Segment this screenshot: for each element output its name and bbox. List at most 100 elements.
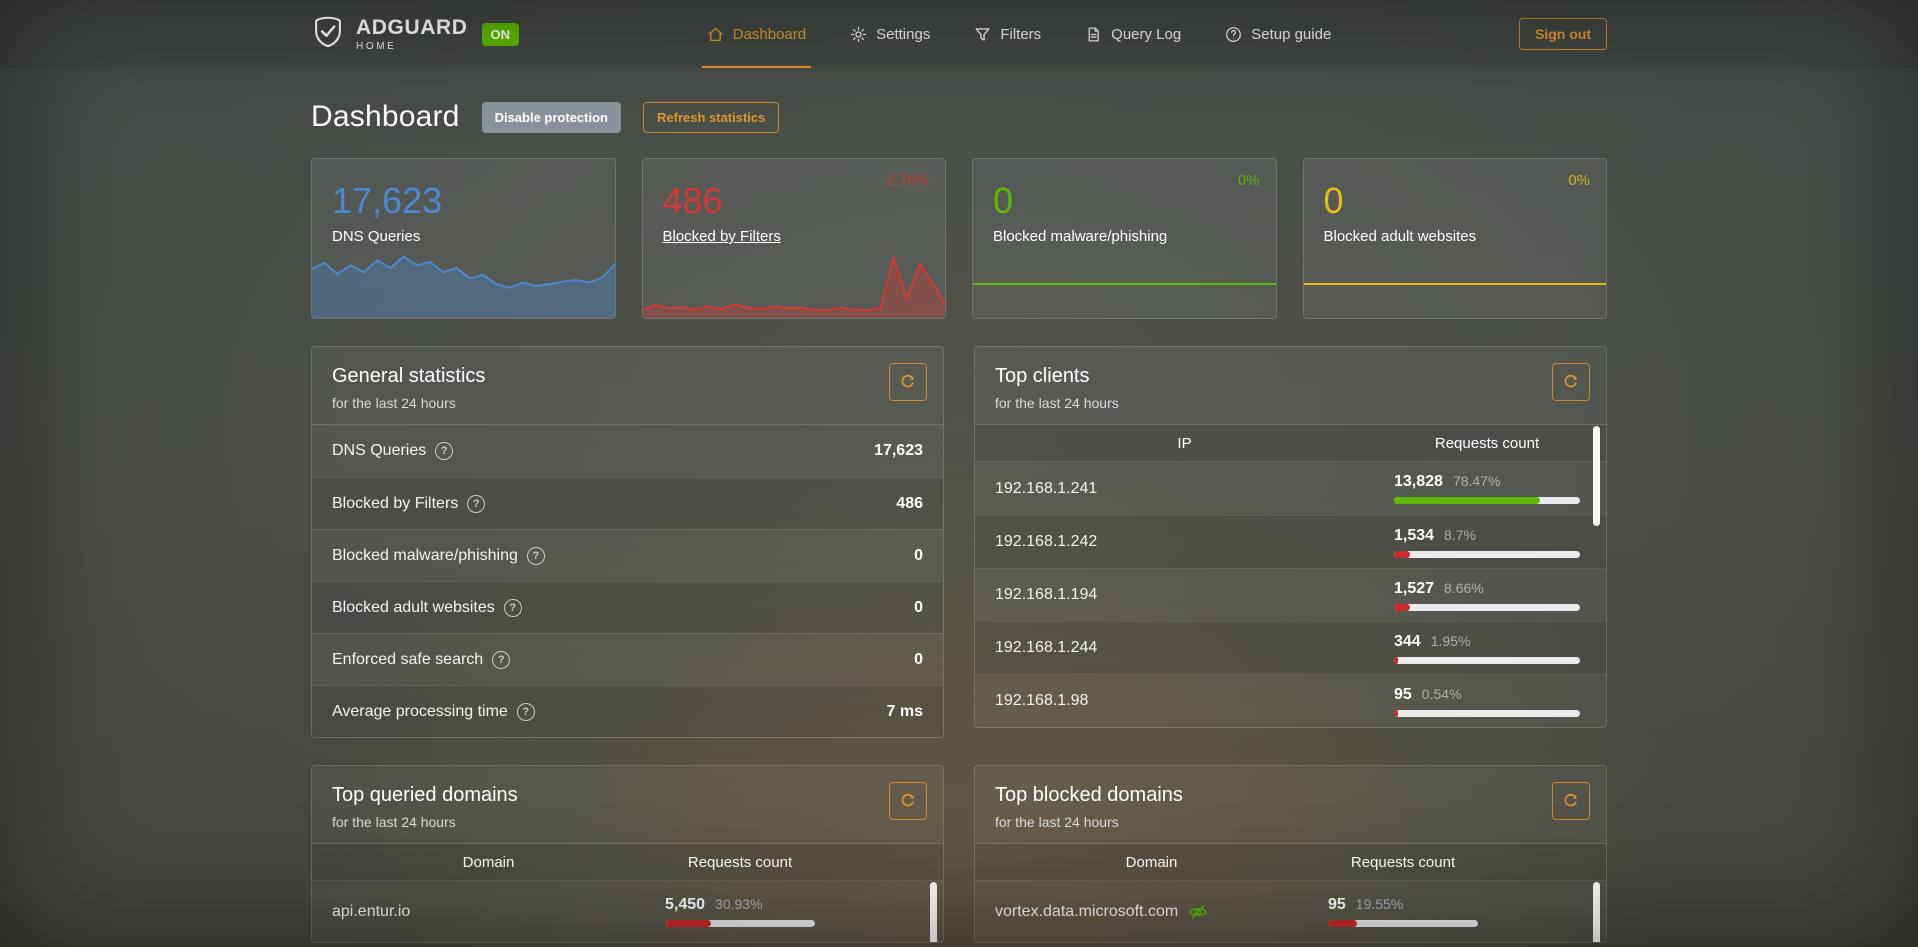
stat-row: Blocked malware/phishing 0 xyxy=(312,529,943,581)
client-ip: 192.168.1.241 xyxy=(995,479,1098,497)
blocked-adult-value: 0 xyxy=(1323,180,1344,221)
brand-name: ADGUARD xyxy=(356,15,468,39)
scrollbar-thumb[interactable] xyxy=(1593,882,1600,942)
card-blocked-by-filters: 2.76% 486 Blocked by Filters xyxy=(641,158,946,319)
stat-label: Enforced safe search xyxy=(332,650,484,668)
refresh-icon-button[interactable] xyxy=(889,363,927,401)
nav-filters[interactable]: Filters xyxy=(974,0,1041,68)
stat-value: 17,623 xyxy=(874,442,923,459)
progress-bar xyxy=(1394,709,1580,717)
question-mark-icon[interactable] xyxy=(467,494,486,513)
request-count: 1,527 xyxy=(1394,579,1435,597)
eye-off-icon[interactable] xyxy=(1188,902,1208,922)
domain-row: vortex.data.microsoft.com 95 19.55% xyxy=(975,881,1606,942)
general-statistics-rows: DNS Queries 17,623 Blocked by Filters 48… xyxy=(312,425,943,737)
top-clients-panel: Top clients for the last 24 hours IP Req… xyxy=(974,346,1607,728)
dns-queries-value: 17,623 xyxy=(332,180,443,221)
disable-protection-button[interactable]: Disable protection xyxy=(481,101,621,133)
request-percent: 8.66% xyxy=(1444,579,1484,596)
blocked-filters-link[interactable]: Blocked by Filters xyxy=(662,228,781,245)
request-count: 95 xyxy=(1328,896,1346,913)
stat-value: 0 xyxy=(914,598,923,616)
progress-bar xyxy=(1328,920,1478,927)
app-logo[interactable]: ADGUARD HOME ON xyxy=(311,13,520,56)
top-queried-domains-panel: Top queried domains for the last 24 hour… xyxy=(311,765,944,943)
nav-dashboard-label: Dashboard xyxy=(732,25,807,43)
request-percent: 1.95% xyxy=(1430,632,1471,649)
top-blocked-domains-panel: Top blocked domains for the last 24 hour… xyxy=(974,765,1607,943)
blocked-adult-percent: 0% xyxy=(1568,172,1590,189)
client-ip: 192.168.1.242 xyxy=(995,533,1098,550)
zero-line xyxy=(973,283,1276,285)
question-mark-icon[interactable] xyxy=(492,650,511,669)
app-header: ADGUARD HOME ON Dashboard Settings Filte… xyxy=(0,0,1918,68)
column-header-requests: Requests count xyxy=(1350,853,1456,871)
blocked-filters-percent: 2.76% xyxy=(886,172,929,189)
gear-icon xyxy=(850,26,867,43)
general-statistics-panel: General statistics for the last 24 hours… xyxy=(311,346,944,738)
scrollbar-thumb[interactable] xyxy=(1593,426,1600,526)
refresh-icon xyxy=(1562,372,1580,393)
stat-label: Blocked by Filters xyxy=(332,494,459,512)
sign-out-button[interactable]: Sign out xyxy=(1519,18,1607,50)
client-ip: 192.168.1.244 xyxy=(995,639,1098,656)
request-count: 13,828 xyxy=(1394,473,1443,490)
nav-settings[interactable]: Settings xyxy=(850,0,930,68)
refresh-icon xyxy=(1562,791,1580,812)
panel-subtitle: for the last 24 hours xyxy=(332,395,456,411)
request-percent: 0.54% xyxy=(1421,685,1462,702)
question-mark-icon[interactable] xyxy=(503,598,522,617)
scrollbar-thumb[interactable] xyxy=(930,882,937,942)
refresh-statistics-button[interactable]: Refresh statistics xyxy=(643,101,780,133)
refresh-icon-button[interactable] xyxy=(1552,363,1590,401)
column-header-ip: IP xyxy=(1177,434,1192,452)
card-blocked-adult: 0% 0 Blocked adult websites xyxy=(1302,158,1607,319)
shield-logo-icon xyxy=(311,13,345,56)
column-header-domain: Domain xyxy=(462,853,515,871)
refresh-icon-button[interactable] xyxy=(1552,782,1590,820)
column-header-domain: Domain xyxy=(1125,853,1178,871)
client-row: 192.168.1.98 95 0.54% xyxy=(975,674,1606,727)
domain-name: api.entur.io xyxy=(332,902,411,920)
progress-bar xyxy=(1394,550,1580,558)
question-mark-icon[interactable] xyxy=(435,442,454,460)
panel-subtitle: for the last 24 hours xyxy=(995,814,1119,830)
page-title: Dashboard xyxy=(311,100,460,133)
domain-row: api.entur.io 5,450 30.93% xyxy=(312,881,943,942)
question-mark-icon[interactable] xyxy=(526,546,545,565)
blocked-filters-value: 486 xyxy=(662,180,723,221)
client-row: 192.168.1.194 1,527 8.66% xyxy=(975,568,1606,621)
table-header: IP Requests count xyxy=(975,425,1606,462)
card-blocked-malware: 0% 0 Blocked malware/phishing xyxy=(972,158,1277,319)
document-icon xyxy=(1085,26,1102,43)
stat-label: Blocked adult websites xyxy=(332,598,495,616)
refresh-icon-button[interactable] xyxy=(889,782,927,820)
nav-query-log[interactable]: Query Log xyxy=(1085,0,1181,68)
nav-dashboard[interactable]: Dashboard xyxy=(701,0,812,68)
progress-bar xyxy=(665,920,815,927)
progress-bar xyxy=(1394,497,1580,504)
question-mark-icon[interactable] xyxy=(516,702,535,721)
stat-label: Average processing time xyxy=(332,702,508,720)
progress-bar xyxy=(1394,603,1580,611)
panel-title: Top clients xyxy=(995,365,1090,387)
domain-name: vortex.data.microsoft.com xyxy=(995,902,1179,920)
panel-subtitle: for the last 24 hours xyxy=(332,814,456,830)
zero-line xyxy=(1303,283,1606,285)
top-clients-rows: 192.168.1.241 13,828 78.47% 192.168.1.242… xyxy=(975,462,1606,727)
brand-sub: HOME xyxy=(356,40,397,52)
blocked-malware-label: Blocked malware/phishing xyxy=(993,228,1168,245)
nav-settings-label: Settings xyxy=(876,25,931,43)
request-percent: 8.7% xyxy=(1444,526,1476,543)
nav-setup-guide[interactable]: Setup guide xyxy=(1225,0,1331,68)
progress-bar xyxy=(1394,656,1580,664)
client-ip: 192.168.1.98 xyxy=(995,692,1089,709)
top-blocked-rows: vortex.data.microsoft.com 95 19.55% xyxy=(975,881,1606,942)
stat-row: Blocked by Filters 486 xyxy=(312,477,943,529)
stat-value: 7 ms xyxy=(886,702,923,720)
client-row: 192.168.1.244 344 1.95% xyxy=(975,621,1606,674)
request-count: 344 xyxy=(1394,632,1421,650)
nav-query-log-label: Query Log xyxy=(1111,25,1182,43)
table-header: Domain Requests count xyxy=(312,844,943,881)
dns-queries-sparkline xyxy=(311,227,615,318)
